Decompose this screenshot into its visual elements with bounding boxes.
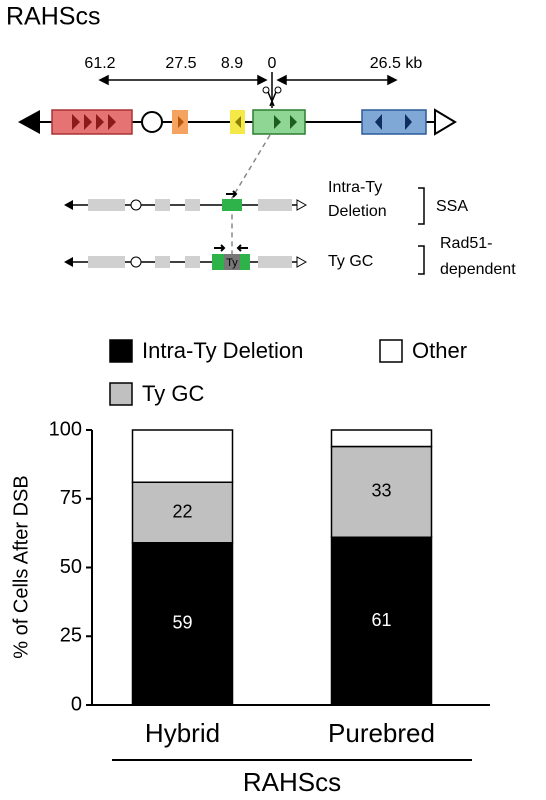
outcome-label: Intra-Ty <box>328 179 382 196</box>
x-tick-label: Purebred <box>328 718 435 748</box>
chart: Intra-Ty Deletion Ty GC Other 0 25 50 75 100 59 2… <box>49 338 490 748</box>
legend-swatch <box>379 339 403 363</box>
y-tick-label: 50 <box>60 556 82 578</box>
gc-product <box>64 244 308 270</box>
mechanism-label: dependent <box>440 261 516 278</box>
y-axis-label: % of Cells After DSB <box>10 475 32 658</box>
distance-label: 27.5 <box>165 55 196 72</box>
x-tick-label: Hybrid <box>145 718 220 748</box>
distance-label: 8.9 <box>221 55 243 72</box>
distance-arrows <box>98 72 398 108</box>
y-tick-label: 75 <box>60 487 82 509</box>
diagram-title: RAHScs <box>6 3 100 31</box>
bar-segment <box>131 542 234 706</box>
data-label: 61 <box>371 610 391 630</box>
legend-swatch <box>109 339 133 363</box>
outcome-label: Deletion <box>328 203 387 220</box>
bracket <box>418 187 425 275</box>
x-axis-label: RAHScs <box>243 767 341 797</box>
data-label: 33 <box>371 481 391 501</box>
legend-label: Intra-Ty Deletion <box>142 338 303 363</box>
y-tick-label: 100 <box>49 418 82 440</box>
distance-label: 0 <box>268 55 277 72</box>
distance-label: 26.5 kb <box>370 55 423 72</box>
data-label: 59 <box>172 613 192 633</box>
bar-segment <box>131 429 234 483</box>
legend-label: Other <box>412 338 467 363</box>
data-label: 22 <box>172 501 192 521</box>
legend-label: Ty GC <box>142 381 204 406</box>
deletion-product <box>64 190 308 211</box>
chromosome <box>18 86 457 255</box>
mechanism-label: Rad51- <box>440 235 492 252</box>
ty-label: Ty <box>226 257 238 269</box>
bar-segment <box>330 429 433 448</box>
y-tick-label: 25 <box>60 625 82 647</box>
bar-segment <box>330 445 433 538</box>
mechanism-label: SSA <box>436 198 468 215</box>
y-tick-label: 0 <box>71 693 82 715</box>
legend-swatch <box>109 382 133 406</box>
distance-label: 61.2 <box>84 55 115 72</box>
outcome-label: Ty GC <box>328 253 373 270</box>
